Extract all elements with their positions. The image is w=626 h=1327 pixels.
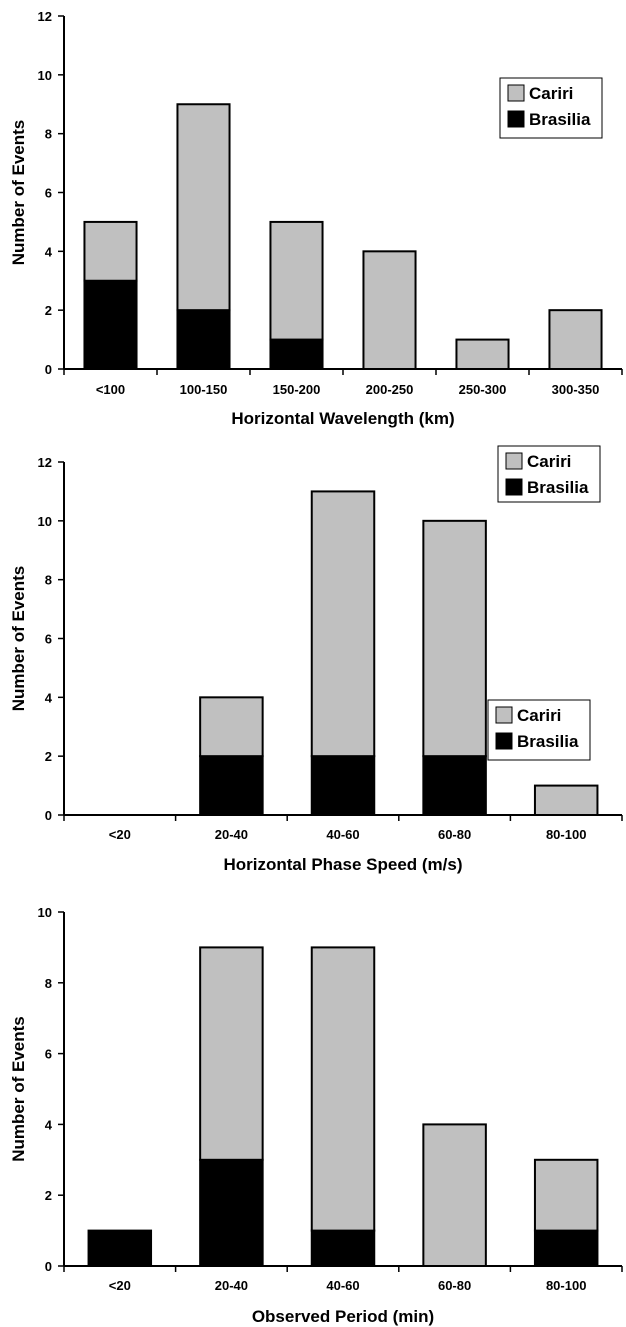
x-axis-title: Observed Period (min) bbox=[252, 1307, 434, 1326]
legend-label-brasilia: Brasilia bbox=[527, 478, 589, 497]
bar-cariri-4 bbox=[455, 338, 510, 371]
x-tick-label: 250-300 bbox=[459, 382, 507, 397]
bars-group bbox=[83, 103, 603, 371]
legend-swatch-cariri bbox=[507, 84, 525, 102]
y-tick-label: 8 bbox=[45, 573, 52, 588]
y-tick-label: 10 bbox=[38, 68, 52, 83]
y-tick-label: 0 bbox=[45, 808, 52, 823]
x-tick-label: <20 bbox=[109, 827, 131, 842]
x-tick-labels-group: <20 20-40 40-60 60-80 80-100 bbox=[109, 827, 587, 842]
x-tick-labels-group: <20 20-40 40-60 60-80 80-100 bbox=[109, 1278, 587, 1293]
x-tick-label: 100-150 bbox=[180, 382, 228, 397]
x-tick-labels-group: <100 100-150 150-200 200-250 250-300 300-350 bbox=[96, 382, 600, 397]
legend-swatch-brasilia bbox=[505, 478, 523, 496]
bar-brasilia-1 bbox=[199, 1158, 264, 1268]
y-tick-label: 10 bbox=[38, 905, 52, 920]
y-tick-label: 8 bbox=[45, 976, 52, 991]
bar-brasilia-2 bbox=[310, 1229, 376, 1267]
y-tick-label: 2 bbox=[45, 1188, 52, 1203]
y-tick-label: 6 bbox=[45, 1047, 52, 1062]
y-tick-label: 4 bbox=[45, 1117, 53, 1132]
y-tick-label: 0 bbox=[45, 1259, 52, 1274]
bar-brasilia-3 bbox=[422, 755, 487, 817]
x-axis-title: Horizontal Wavelength (km) bbox=[231, 409, 454, 428]
bar-cariri-3 bbox=[362, 250, 417, 370]
y-tick-label: 4 bbox=[45, 690, 53, 705]
legend-label-cariri: Cariri bbox=[517, 706, 561, 725]
bar-cariri-0 bbox=[83, 220, 138, 282]
x-tick-label: 40-60 bbox=[326, 1278, 359, 1293]
legend-swatch-brasilia bbox=[507, 110, 525, 128]
y-tick-label: 8 bbox=[45, 127, 52, 142]
y-tick-label: 2 bbox=[45, 749, 52, 764]
x-tick-label: 200-250 bbox=[366, 382, 414, 397]
y-ticks-group: 0 2 4 6 8 10 12 bbox=[38, 9, 64, 377]
bar-cariri-1 bbox=[199, 946, 264, 1161]
bar-cariri-4 bbox=[533, 1158, 599, 1232]
axes-group bbox=[63, 912, 623, 1272]
x-tick-label: <100 bbox=[96, 382, 125, 397]
bar-brasilia-1 bbox=[199, 755, 264, 817]
bar-brasilia-0 bbox=[87, 1229, 153, 1267]
legend: Cariri Brasilia bbox=[487, 699, 591, 761]
bar-cariri-4 bbox=[533, 784, 599, 816]
bar-cariri-3 bbox=[422, 1123, 487, 1268]
y-tick-label: 12 bbox=[38, 9, 52, 24]
x-tick-label: 80-100 bbox=[546, 1278, 586, 1293]
bar-brasilia-2 bbox=[269, 338, 324, 371]
x-tick-label: 20-40 bbox=[215, 1278, 248, 1293]
x-tick-label: 150-200 bbox=[273, 382, 321, 397]
y-tick-label: 2 bbox=[45, 303, 52, 318]
y-tick-label: 0 bbox=[45, 362, 52, 377]
bars-group bbox=[87, 946, 599, 1268]
y-axis-title: Number of Events bbox=[9, 120, 28, 265]
x-tick-label: 20-40 bbox=[215, 827, 248, 842]
bar-brasilia-1 bbox=[176, 309, 231, 370]
y-tick-label: 4 bbox=[45, 244, 53, 259]
y-axis-title: Number of Events bbox=[9, 566, 28, 711]
bar-brasilia-4 bbox=[533, 1229, 599, 1267]
chart-panel-phase-speed: 0 2 4 6 8 10 12 <20 20-40 40-60 60-80 80-100 Horiz… bbox=[9, 445, 623, 874]
legend: Cariri Brasilia bbox=[499, 77, 603, 139]
y-tick-label: 10 bbox=[38, 514, 52, 529]
bar-cariri-2 bbox=[310, 946, 376, 1232]
bar-cariri-2 bbox=[269, 220, 324, 341]
x-axis-title: Horizontal Phase Speed (m/s) bbox=[224, 855, 463, 874]
y-tick-label: 12 bbox=[38, 455, 52, 470]
legend-label-brasilia: Brasilia bbox=[517, 732, 579, 751]
x-tick-label: 60-80 bbox=[438, 827, 471, 842]
y-axis-title: Number of Events bbox=[9, 1016, 28, 1161]
bar-brasilia-0 bbox=[83, 279, 138, 370]
axes-group bbox=[63, 16, 623, 375]
bars-group bbox=[199, 490, 599, 817]
y-ticks-group: 0 2 4 6 8 10 12 bbox=[38, 455, 64, 823]
legend-label-brasilia: Brasilia bbox=[529, 110, 591, 129]
chart-panel-observed-period: 0 2 4 6 8 10 <20 20-40 40-60 60-80 80-100 Observe… bbox=[9, 699, 623, 1326]
legend-label-cariri: Cariri bbox=[527, 452, 571, 471]
x-tick-label: 300-350 bbox=[552, 382, 600, 397]
x-tick-label: 40-60 bbox=[326, 827, 359, 842]
bar-cariri-5 bbox=[548, 309, 603, 370]
y-ticks-group: 0 2 4 6 8 10 bbox=[38, 905, 64, 1274]
y-tick-label: 6 bbox=[45, 186, 52, 201]
x-tick-label: 80-100 bbox=[546, 827, 586, 842]
legend-swatch-brasilia bbox=[495, 732, 513, 750]
legend: Cariri Brasilia bbox=[497, 445, 601, 503]
legend-swatch-cariri bbox=[495, 706, 513, 724]
chart-panel-wavelength: 0 2 4 6 8 10 12 <100 100-150 150-200 200-250 250-3… bbox=[9, 9, 623, 428]
bar-cariri-2 bbox=[310, 490, 376, 758]
bar-cariri-3 bbox=[422, 519, 487, 758]
legend-swatch-cariri bbox=[505, 452, 523, 470]
legend-label-cariri: Cariri bbox=[529, 84, 573, 103]
x-tick-label: 60-80 bbox=[438, 1278, 471, 1293]
bar-brasilia-2 bbox=[310, 755, 376, 817]
y-tick-label: 6 bbox=[45, 632, 52, 647]
bar-cariri-1 bbox=[176, 103, 231, 312]
bar-cariri-1 bbox=[199, 696, 264, 758]
x-tick-label: <20 bbox=[109, 1278, 131, 1293]
